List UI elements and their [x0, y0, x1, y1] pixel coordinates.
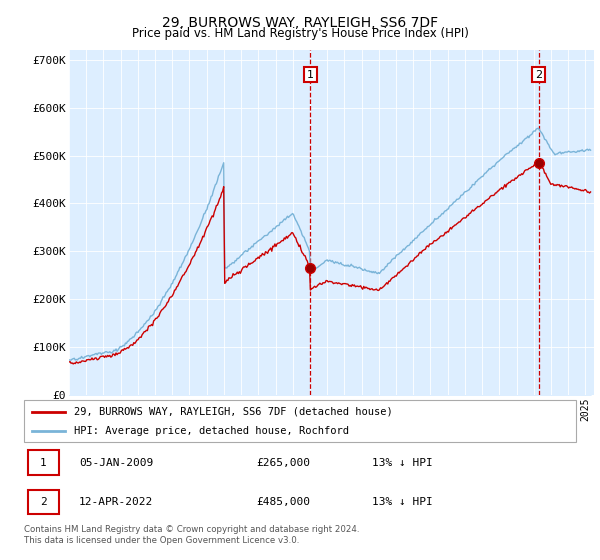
Text: HPI: Average price, detached house, Rochford: HPI: Average price, detached house, Roch… [74, 426, 349, 436]
Text: 2: 2 [535, 69, 542, 80]
Text: 2: 2 [40, 497, 47, 507]
Text: £485,000: £485,000 [256, 497, 310, 507]
Text: £265,000: £265,000 [256, 458, 310, 468]
Text: 1: 1 [307, 69, 314, 80]
Text: Contains HM Land Registry data © Crown copyright and database right 2024.
This d: Contains HM Land Registry data © Crown c… [24, 525, 359, 545]
Text: 13% ↓ HPI: 13% ↓ HPI [372, 497, 433, 507]
Text: 1: 1 [40, 458, 47, 468]
Bar [28, 490, 59, 514]
Text: Price paid vs. HM Land Registry's House Price Index (HPI): Price paid vs. HM Land Registry's House … [131, 27, 469, 40]
Text: 29, BURROWS WAY, RAYLEIGH, SS6 7DF (detached house): 29, BURROWS WAY, RAYLEIGH, SS6 7DF (deta… [74, 407, 392, 417]
Text: 12-APR-2022: 12-APR-2022 [79, 497, 154, 507]
Bar [28, 450, 59, 475]
Text: 13% ↓ HPI: 13% ↓ HPI [372, 458, 433, 468]
Text: 29, BURROWS WAY, RAYLEIGH, SS6 7DF: 29, BURROWS WAY, RAYLEIGH, SS6 7DF [162, 16, 438, 30]
Text: 05-JAN-2009: 05-JAN-2009 [79, 458, 154, 468]
